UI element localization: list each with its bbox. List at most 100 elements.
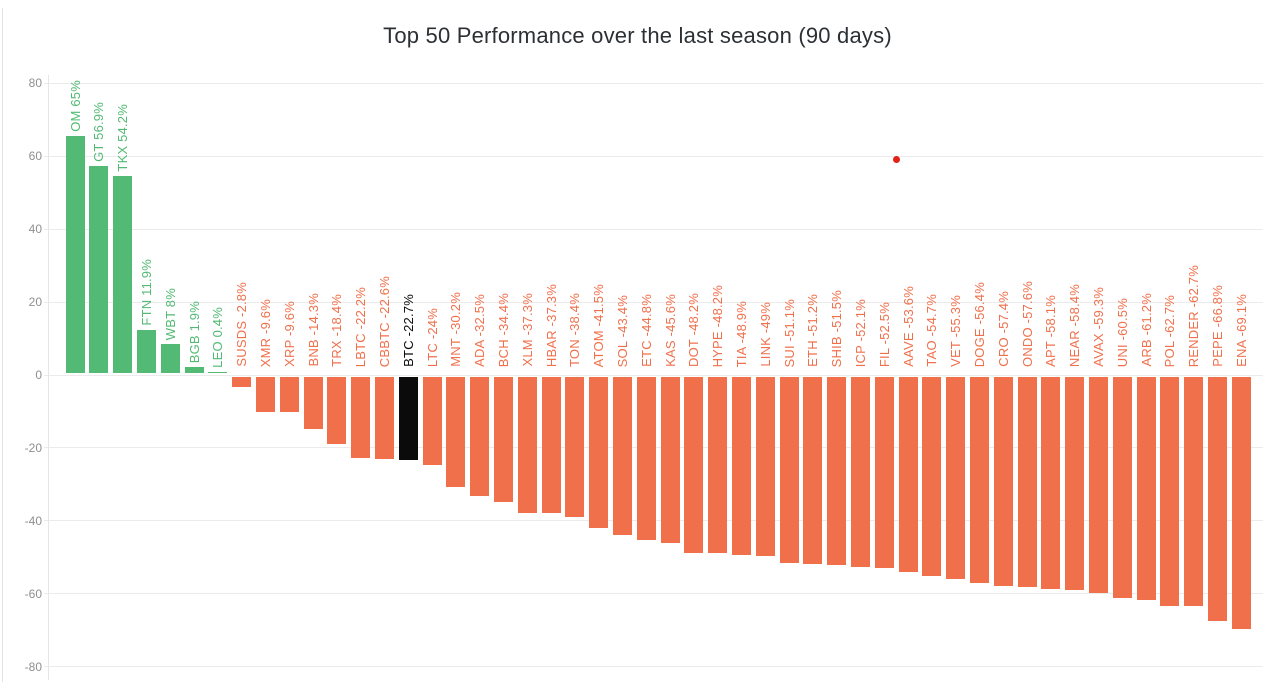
bar-tkx[interactable]	[113, 175, 133, 374]
bar-label: AVAX -59.3%	[1090, 287, 1106, 367]
bar-label: HYPE -48.2%	[710, 285, 726, 368]
bar-uni[interactable]	[1112, 377, 1132, 598]
bar-hype[interactable]	[708, 377, 728, 553]
bar-mnt[interactable]	[446, 377, 466, 488]
y-axis-tick-label: 80	[28, 76, 42, 91]
bar-xrp[interactable]	[279, 377, 299, 412]
bar-ondo[interactable]	[1017, 377, 1037, 588]
bar-label: AAVE -53.6%	[900, 286, 916, 367]
bar-pol[interactable]	[1160, 377, 1180, 606]
bar-label: CRO -57.4%	[995, 291, 1011, 367]
bar-bnb[interactable]	[303, 377, 323, 430]
bar-pepe[interactable]	[1207, 377, 1227, 621]
bar-xlm[interactable]	[517, 377, 537, 514]
bar-label: PEPE -66.8%	[1209, 285, 1225, 367]
bar-atom[interactable]	[589, 377, 609, 529]
bar-label: SUI -51.1%	[781, 299, 797, 368]
bar-near[interactable]	[1065, 377, 1085, 590]
bar-label: BTC -22.7%	[400, 294, 416, 367]
bar-label: LBTC -22.2%	[353, 287, 369, 368]
bar-tao[interactable]	[922, 377, 942, 577]
bar-ena[interactable]	[1231, 377, 1251, 629]
bar-label: ETH -51.2%	[805, 294, 821, 367]
bar-ton[interactable]	[565, 377, 585, 518]
bar-xmr[interactable]	[255, 377, 275, 412]
bar-label: LEO 0.4%	[210, 307, 226, 368]
bar-label: FTN 11.9%	[138, 259, 154, 326]
bar-kas[interactable]	[660, 377, 680, 544]
panel-left-border	[2, 8, 3, 682]
bar-trx[interactable]	[327, 377, 347, 445]
bar-shib[interactable]	[827, 377, 847, 565]
bar-label: DOGE -56.4%	[971, 282, 987, 368]
bar-label: POL -62.7%	[1162, 295, 1178, 368]
y-axis-tick-label: 20	[28, 295, 42, 310]
bar-label: GT 56.9%	[91, 102, 107, 162]
bar-eth[interactable]	[803, 377, 823, 564]
bar-label: ENA -69.1%	[1233, 294, 1249, 367]
bar-label: DOT -48.2%	[686, 293, 702, 368]
bar-label: APT -58.1%	[1043, 295, 1059, 367]
bar-om[interactable]	[65, 136, 85, 374]
bar-label: SUSDS -2.8%	[234, 282, 250, 367]
bar-btc[interactable]	[398, 377, 418, 460]
bar-fil[interactable]	[874, 377, 894, 569]
bar-wbt[interactable]	[160, 344, 180, 374]
bar-render[interactable]	[1184, 377, 1204, 606]
marker-dot	[892, 156, 900, 164]
bar-avax[interactable]	[1088, 377, 1108, 594]
y-axis-tick-label: -40	[24, 513, 42, 528]
bar-ftn[interactable]	[136, 330, 156, 374]
y-axis-tick-label: -60	[24, 586, 42, 601]
bar-label: TIA -48.9%	[733, 301, 749, 368]
bar-sui[interactable]	[779, 377, 799, 564]
bar-label: VET -55.3%	[948, 295, 964, 367]
bar-link[interactable]	[755, 377, 775, 556]
bar-etc[interactable]	[636, 377, 656, 541]
bar-doge[interactable]	[969, 377, 989, 583]
bar-label: TAO -54.7%	[924, 294, 940, 367]
bar-ada[interactable]	[470, 377, 490, 496]
bar-label: TRX -18.4%	[329, 294, 345, 367]
bar-ltc[interactable]	[422, 377, 442, 465]
bar-label: TKX 54.2%	[115, 103, 131, 172]
bar-vet[interactable]	[946, 377, 966, 579]
bar-sol[interactable]	[612, 377, 632, 536]
bar-label: LTC -24%	[424, 308, 440, 368]
bar-lbtc[interactable]	[351, 377, 371, 458]
bar-arb[interactable]	[1136, 377, 1156, 601]
bar-label: SOL -43.4%	[614, 295, 630, 368]
bar-label: FIL -52.5%	[876, 302, 892, 368]
bar-label: NEAR -58.4%	[1067, 284, 1083, 368]
y-axis-tick-label: -80	[24, 659, 42, 674]
bar-label: XMR -9.6%	[257, 299, 273, 368]
chart-title: Top 50 Performance over the last season …	[383, 23, 892, 48]
bar-bgb[interactable]	[184, 366, 204, 374]
bar-aave[interactable]	[898, 377, 918, 573]
gridline	[44, 593, 1263, 595]
bar-label: RENDER -62.7%	[1186, 265, 1202, 368]
gridline	[44, 301, 1263, 303]
gridline	[44, 228, 1263, 230]
y-axis-tick-label: 0	[35, 368, 42, 382]
bar-susds[interactable]	[232, 377, 252, 388]
bar-label: SHIB -51.5%	[829, 290, 845, 368]
bar-hbar[interactable]	[541, 377, 561, 514]
bar-gt[interactable]	[89, 166, 109, 374]
bar-cro[interactable]	[993, 377, 1013, 587]
bar-dot[interactable]	[684, 377, 704, 553]
bar-label: OM 65%	[67, 80, 83, 133]
bar-label: LINK -49%	[757, 302, 773, 367]
bar-apt[interactable]	[1041, 377, 1061, 589]
bar-label: ONDO -57.6%	[1019, 281, 1035, 368]
bar-cbbtc[interactable]	[374, 377, 394, 460]
bar-icp[interactable]	[850, 377, 870, 567]
bar-label: BGB 1.9%	[186, 300, 202, 363]
y-axis-tick-label: 40	[28, 222, 42, 237]
gridline	[44, 374, 1263, 376]
bar-leo[interactable]	[208, 372, 228, 374]
bar-tia[interactable]	[731, 377, 751, 556]
y-axis-tick-label: -20	[24, 440, 42, 455]
bar-bch[interactable]	[493, 377, 513, 503]
